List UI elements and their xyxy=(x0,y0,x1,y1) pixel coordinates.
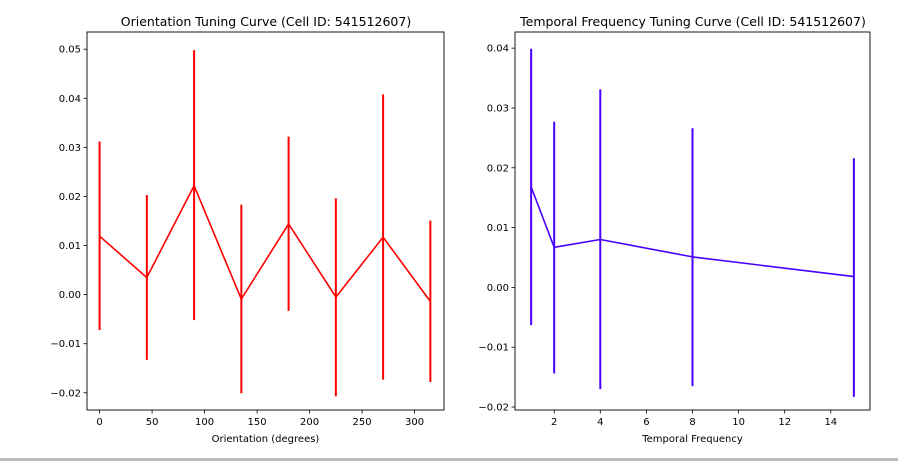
orientation-tuning-chart: Orientation Tuning Curve (Cell ID: 54151… xyxy=(50,14,445,445)
x-axis-label: Temporal Frequency xyxy=(641,434,743,445)
y-tick-label: −0.02 xyxy=(50,388,81,399)
x-tick-label: 14 xyxy=(824,417,837,428)
series-line xyxy=(530,186,854,278)
y-axis-ticks: −0.02 −0.01 0.00 0.01 0.02 0.03 0.04 xyxy=(478,44,515,414)
chart-title: Temporal Frequency Tuning Curve (Cell ID… xyxy=(519,14,866,29)
plot-area xyxy=(86,31,445,411)
y-tick-label: 0.00 xyxy=(59,290,81,301)
x-tick-label: 150 xyxy=(248,417,267,428)
y-tick-label: 0.02 xyxy=(59,192,81,203)
x-tick-label: 50 xyxy=(146,417,159,428)
x-tick-label: 10 xyxy=(732,417,745,428)
x-tick-label: 0 xyxy=(96,417,102,428)
y-tick-label: −0.01 xyxy=(50,339,81,350)
x-axis-label: Orientation (degrees) xyxy=(212,434,320,445)
y-tick-label: 0.04 xyxy=(487,44,509,55)
chart-title: Orientation Tuning Curve (Cell ID: 54151… xyxy=(121,14,411,29)
y-tick-label: 0.03 xyxy=(59,143,81,154)
x-tick-label: 250 xyxy=(353,417,372,428)
x-axis-ticks: 2 4 6 8 10 12 14 xyxy=(551,410,837,428)
y-tick-label: 0.01 xyxy=(59,241,81,252)
y-tick-label: 0.00 xyxy=(487,283,509,294)
y-tick-label: 0.03 xyxy=(487,103,509,114)
y-tick-label: 0.02 xyxy=(487,163,509,174)
x-tick-label: 200 xyxy=(300,417,319,428)
y-tick-label: 0.01 xyxy=(487,223,509,234)
y-tick-label: −0.01 xyxy=(478,343,509,354)
x-tick-label: 4 xyxy=(597,417,603,428)
x-tick-label: 2 xyxy=(551,417,557,428)
x-axis-ticks: 0 50 100 150 200 250 300 xyxy=(96,410,424,428)
data-marks xyxy=(530,48,855,397)
x-tick-label: 100 xyxy=(195,417,214,428)
x-tick-label: 12 xyxy=(778,417,791,428)
y-tick-label: 0.04 xyxy=(59,94,81,105)
x-tick-label: 6 xyxy=(643,417,649,428)
y-tick-label: −0.02 xyxy=(478,403,509,414)
data-marks xyxy=(98,50,432,397)
y-axis-ticks: −0.02 −0.01 0.00 0.01 0.02 0.03 0.04 0.05 xyxy=(50,45,87,399)
y-tick-label: 0.05 xyxy=(59,45,81,56)
series-line xyxy=(99,184,432,302)
bottom-divider xyxy=(0,458,898,461)
temporal-frequency-tuning-chart: Temporal Frequency Tuning Curve (Cell ID… xyxy=(478,14,871,445)
x-tick-label: 8 xyxy=(689,417,695,428)
x-tick-label: 300 xyxy=(405,417,424,428)
